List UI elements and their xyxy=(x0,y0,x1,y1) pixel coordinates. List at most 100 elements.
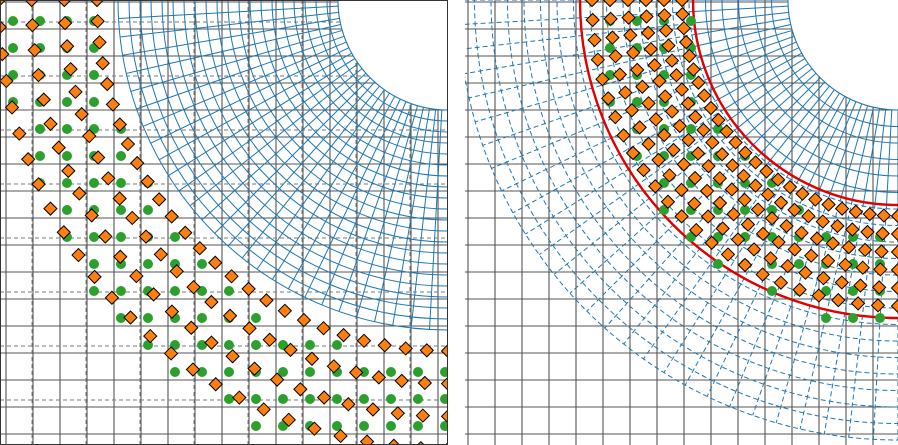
circle-marker-icon xyxy=(440,421,448,431)
diamond-marker-icon xyxy=(259,293,274,308)
circle-marker-icon xyxy=(740,205,750,215)
diamond-marker-icon xyxy=(821,197,836,212)
circle-marker-icon xyxy=(332,421,342,431)
circle-marker-icon xyxy=(143,205,153,215)
diamond-marker-icon xyxy=(699,183,715,199)
diamond-marker-icon xyxy=(690,146,706,161)
circle-marker-icon xyxy=(848,313,858,323)
diamond-marker-icon xyxy=(641,96,656,111)
diamond-marker-icon xyxy=(726,206,741,222)
polar-spoke-line xyxy=(798,96,846,180)
diamond-marker-icon xyxy=(242,321,257,336)
circle-marker-icon xyxy=(332,394,342,404)
circle-marker-icon xyxy=(89,259,99,269)
diamond-marker-icon xyxy=(682,48,697,64)
circle-marker-icon xyxy=(305,394,315,404)
diamond-marker-icon xyxy=(120,136,136,152)
polar-spoke-line xyxy=(201,72,367,221)
circle-marker-icon xyxy=(224,286,234,296)
diamond-marker-icon xyxy=(51,140,66,155)
polar-spoke-line xyxy=(586,144,754,312)
diamond-marker-icon xyxy=(809,231,825,246)
diamond-marker-icon xyxy=(208,255,223,270)
diamond-marker-icon xyxy=(770,172,786,187)
diamond-marker-icon xyxy=(730,232,746,247)
diamond-marker-icon xyxy=(341,397,356,412)
circle-marker-icon xyxy=(413,394,423,404)
diamond-marker-icon xyxy=(845,222,860,237)
right-grid-panel xyxy=(465,0,898,445)
diamond-marker-icon xyxy=(759,164,774,179)
circle-marker-icon xyxy=(605,43,615,53)
diamond-marker-icon xyxy=(241,281,256,297)
circle-marker-icon xyxy=(197,313,207,323)
diamond-marker-icon xyxy=(584,0,600,8)
diamond-marker-icon xyxy=(616,128,631,143)
diamond-marker-icon xyxy=(701,158,716,174)
circle-marker-icon xyxy=(224,367,234,377)
circle-marker-icon xyxy=(224,394,234,404)
circle-marker-icon xyxy=(251,421,261,431)
diamond-marker-icon xyxy=(612,67,628,82)
polar-spoke-line xyxy=(392,108,431,326)
polar-spoke-line xyxy=(130,29,343,92)
polar-spoke-line xyxy=(465,33,696,75)
polar-spoke-line xyxy=(744,72,817,137)
diamond-marker-icon xyxy=(712,170,728,186)
diamond-marker-icon xyxy=(672,118,687,134)
polar-spoke-line xyxy=(718,52,802,100)
circle-marker-icon xyxy=(386,367,396,377)
diamond-marker-icon xyxy=(281,412,296,428)
circle-marker-icon xyxy=(251,313,261,323)
diamond-marker-icon xyxy=(720,247,736,262)
polar-spoke-line xyxy=(189,68,363,207)
diamond-marker-icon xyxy=(660,194,676,209)
diamond-marker-icon xyxy=(875,226,890,241)
diamond-marker-icon xyxy=(84,208,99,223)
diamond-marker-icon xyxy=(90,13,105,29)
circle-marker-icon xyxy=(251,340,261,350)
diamond-marker-icon xyxy=(811,288,827,303)
diamond-marker-icon xyxy=(658,23,674,38)
diamond-marker-icon xyxy=(440,376,448,391)
diamond-marker-icon xyxy=(640,25,656,41)
diamond-marker-icon xyxy=(719,124,734,139)
circle-marker-icon xyxy=(62,205,72,215)
diamond-marker-icon xyxy=(773,275,789,290)
polar-spoke-line xyxy=(872,204,888,440)
diamond-marker-icon xyxy=(602,0,618,8)
polar-spoke-line xyxy=(700,29,793,58)
circle-marker-icon xyxy=(224,340,234,350)
diamond-marker-icon xyxy=(283,342,298,358)
diamond-marker-icon xyxy=(755,267,770,282)
diamond-marker-icon xyxy=(72,186,87,201)
diamond-marker-icon xyxy=(4,100,20,115)
diamond-marker-icon xyxy=(764,211,780,226)
diamond-marker-icon xyxy=(787,242,802,257)
diamond-marker-icon xyxy=(92,35,107,50)
circle-marker-icon xyxy=(116,232,126,242)
diamond-marker-icon xyxy=(639,9,654,24)
diamond-marker-icon xyxy=(648,179,663,194)
polar-grid-layer xyxy=(117,0,448,331)
polar-spoke-line xyxy=(525,108,725,235)
diamond-marker-icon xyxy=(56,225,71,240)
diamond-marker-icon xyxy=(643,41,659,57)
polar-spoke-line xyxy=(752,77,821,146)
polar-spoke-line xyxy=(178,63,359,192)
circle-marker-icon xyxy=(116,313,126,323)
polar-spoke-line xyxy=(698,23,791,47)
polar-spoke-line xyxy=(569,136,746,294)
left-grid-panel xyxy=(0,0,448,445)
circle-marker-icon xyxy=(440,394,448,404)
diamond-marker-icon xyxy=(419,343,435,358)
polar-spoke-line xyxy=(356,105,419,318)
diamond-marker-icon xyxy=(390,406,406,421)
polar-spoke-line xyxy=(840,105,869,198)
diamond-marker-icon xyxy=(834,201,850,216)
diamond-marker-icon xyxy=(860,224,875,240)
diamond-marker-icon xyxy=(635,79,650,94)
circle-marker-icon xyxy=(89,286,99,296)
diamond-marker-icon xyxy=(736,168,751,184)
polar-spoke-line xyxy=(241,85,380,259)
